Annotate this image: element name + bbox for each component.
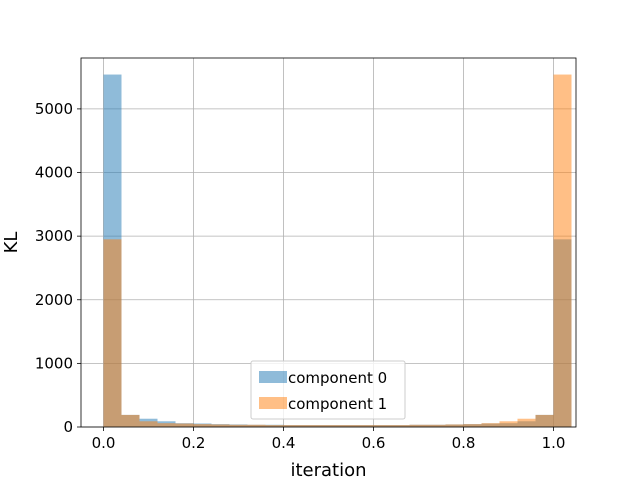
bar-series-1 [553, 74, 572, 427]
y-tick-label: 3000 [35, 227, 73, 245]
bar-series-1 [499, 421, 518, 427]
legend: component 0 component 1 [250, 360, 406, 420]
x-tick-label: 0.8 [452, 434, 476, 452]
x-tick-label: 0.4 [272, 434, 296, 452]
y-tick-label: 1000 [35, 354, 73, 372]
bar-series-1 [355, 425, 374, 427]
bar-series-1 [409, 424, 428, 427]
y-tick-label: 5000 [35, 100, 73, 118]
x-tick-label: 0.0 [92, 434, 116, 452]
legend-label: component 0 [288, 369, 387, 387]
bar-series-1 [247, 424, 266, 427]
bar-series-1 [337, 425, 356, 427]
bar-series-1 [427, 424, 446, 427]
x-axis-label: iteration [290, 460, 366, 480]
x-tick-label: 1.0 [542, 434, 566, 452]
bar-series-1 [265, 425, 284, 427]
bar-series-1 [229, 424, 248, 427]
legend-swatch [259, 397, 287, 409]
bars [103, 74, 572, 427]
bar-series-1 [175, 423, 194, 427]
bar-series-1 [157, 423, 176, 427]
bar-series-1 [445, 424, 464, 427]
bar-series-1 [535, 414, 554, 427]
bar-series-1 [211, 424, 230, 427]
bar-series-1 [373, 425, 392, 427]
ticks: 0.0 0.2 0.4 0.6 0.8 1.0 0 1000 2000 3000 4000 5000 [35, 100, 566, 452]
x-tick-label: 0.6 [362, 434, 386, 452]
bar-series-1 [283, 425, 302, 427]
y-tick-label: 2000 [35, 291, 73, 309]
y-tick-label: 4000 [35, 164, 73, 182]
bar-series-1 [139, 421, 158, 427]
legend-label: component 1 [288, 395, 387, 413]
bar-series-1 [463, 424, 482, 427]
bar-series-1 [193, 424, 212, 427]
bar-series-1 [391, 425, 410, 427]
bar-series-1 [301, 425, 320, 427]
bar-series-1 [103, 239, 122, 427]
bar-series-1 [319, 425, 338, 427]
bar-series-1 [121, 414, 140, 427]
y-tick-label: 0 [63, 418, 73, 436]
legend-swatch [259, 371, 287, 383]
plot-frame [80, 57, 577, 428]
x-tick-label: 0.2 [182, 434, 206, 452]
y-axis-label: KL [1, 232, 22, 254]
bar-series-1 [481, 423, 500, 427]
grid [81, 58, 576, 428]
legend-box [250, 360, 406, 420]
bar-series-1 [517, 418, 536, 427]
